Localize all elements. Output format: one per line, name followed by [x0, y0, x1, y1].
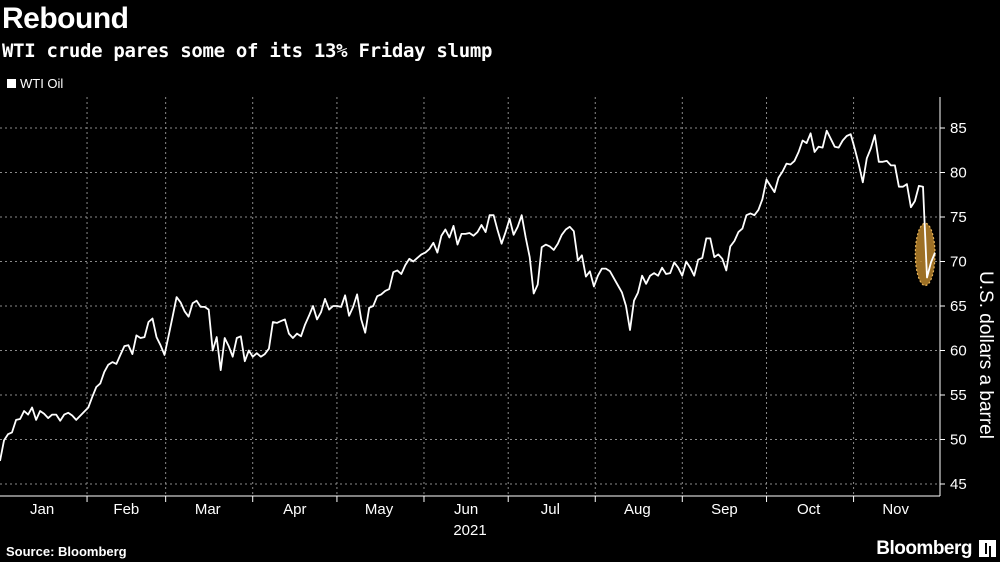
source-note: Source: Bloomberg	[6, 544, 127, 559]
x-tick-label-apr: Apr	[283, 501, 306, 518]
x-axis: Jan Feb Mar Apr May Jun Jul Aug Sep Oct Nov	[0, 495, 940, 518]
y-tick-label-70: 70	[950, 254, 967, 271]
y-tick-label-50: 50	[950, 432, 967, 449]
y-tick-label-45: 45	[950, 476, 967, 493]
y-axis-label: U.S. dollars a barrel	[975, 271, 996, 439]
series-wti-oil	[0, 129, 936, 462]
y-tick-label-85: 85	[950, 120, 967, 137]
x-tick-label-jun: Jun	[454, 501, 478, 518]
x-tick-label-may: May	[365, 501, 394, 518]
x-axis-year-label: 2021	[453, 522, 486, 539]
y-tick-label-60: 60	[950, 343, 967, 360]
x-tick-label-jan: Jan	[30, 501, 54, 518]
chart-subtitle: WTI crude pares some of its 13% Friday s…	[2, 40, 493, 62]
gridlines	[0, 97, 940, 496]
legend-label-wti: WTI Oil	[20, 76, 64, 91]
bloomberg-mark-icon	[979, 540, 996, 557]
x-tick-label-aug: Aug	[624, 501, 651, 518]
legend: WTI Oil	[7, 76, 63, 91]
x-tick-label-jul: Jul	[541, 501, 560, 518]
bloomberg-logo: Bloomberg	[876, 538, 972, 559]
legend-swatch-wti	[7, 79, 16, 88]
y-axis: 45 50 55 60 65 70 75 80 85	[939, 97, 967, 496]
x-tick-label-oct: Oct	[797, 501, 821, 518]
y-tick-label-75: 75	[950, 209, 967, 226]
y-tick-label-55: 55	[950, 387, 967, 404]
x-tick-label-feb: Feb	[113, 501, 139, 518]
series-line-0	[0, 129, 936, 462]
x-tick-label-nov: Nov	[882, 501, 909, 518]
x-tick-label-mar: Mar	[195, 501, 221, 518]
chart-title: Rebound	[2, 2, 129, 35]
y-tick-label-80: 80	[950, 165, 967, 182]
x-tick-label-sep: Sep	[711, 501, 738, 518]
y-tick-label-65: 65	[950, 298, 967, 315]
